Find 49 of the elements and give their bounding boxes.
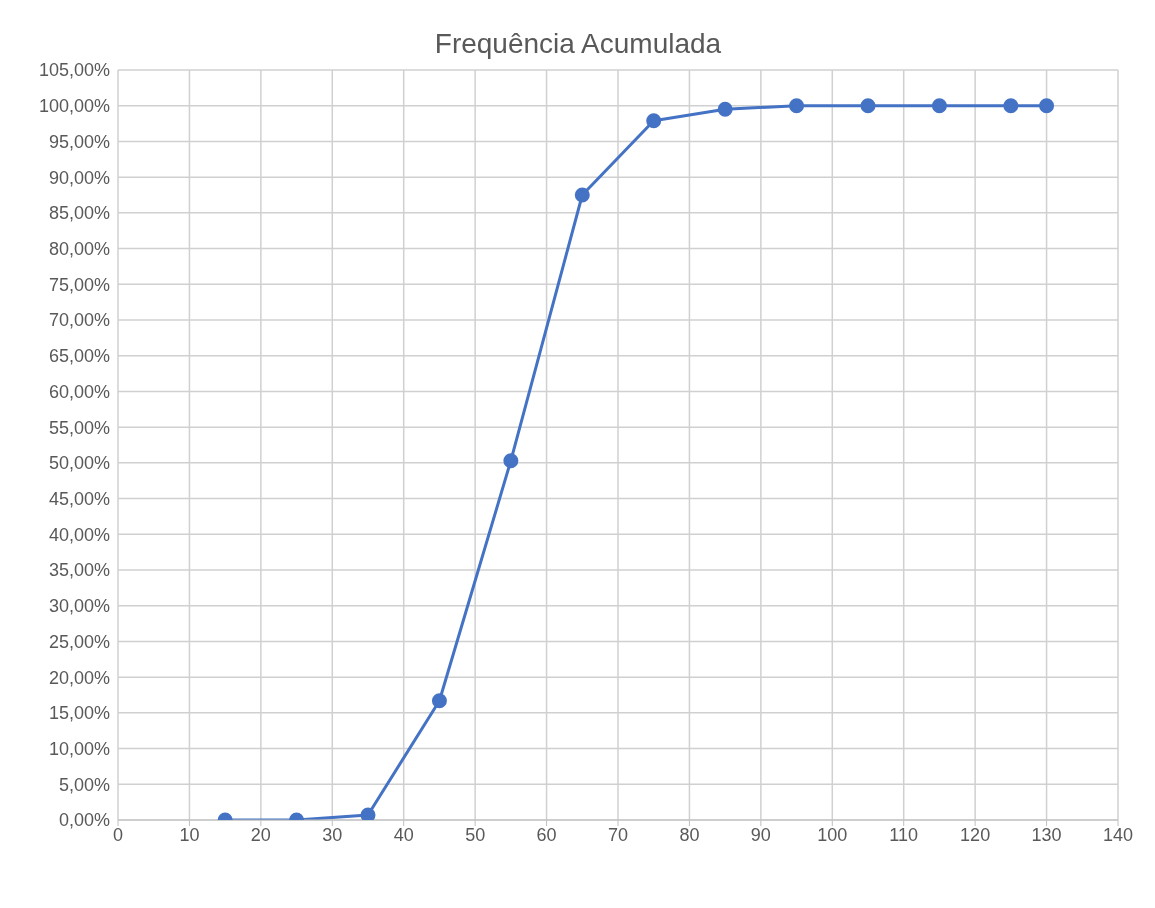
x-tick-label: 90 bbox=[750, 824, 771, 845]
y-tick-label: 10,00% bbox=[48, 738, 110, 759]
x-tick-label: 100 bbox=[817, 824, 848, 845]
x-tick-label: 10 bbox=[179, 824, 200, 845]
y-tick-label: 50,00% bbox=[48, 453, 110, 474]
x-tick-label: 80 bbox=[679, 824, 700, 845]
point bbox=[1039, 98, 1055, 114]
point bbox=[503, 453, 519, 469]
point bbox=[931, 98, 947, 114]
point bbox=[574, 187, 590, 203]
x-tick-label: 50 bbox=[465, 824, 486, 845]
x-tick-label: 30 bbox=[322, 824, 343, 845]
x-tick-label: 110 bbox=[889, 824, 919, 845]
point bbox=[1003, 98, 1019, 114]
y-tick-label: 90,00% bbox=[48, 167, 110, 188]
point bbox=[860, 98, 876, 114]
x-tick-label: 70 bbox=[607, 824, 629, 845]
y-tick-label: 105,00% bbox=[38, 60, 110, 81]
x-tick-label: 60 bbox=[536, 824, 557, 845]
point bbox=[789, 98, 805, 114]
y-tick-label: 75,00% bbox=[48, 274, 110, 295]
y-tick-label: 95,00% bbox=[48, 131, 110, 152]
point bbox=[646, 113, 662, 129]
y-tick-label: 85,00% bbox=[48, 203, 110, 224]
chart-title: Frequência Acumulada bbox=[433, 27, 723, 60]
y-tick-label: 25,00% bbox=[48, 631, 110, 652]
y-tick-label: 80,00% bbox=[48, 238, 110, 259]
y-tick-label: 45,00% bbox=[48, 488, 110, 509]
y-tick-label: 100,00% bbox=[38, 96, 110, 117]
y-tick-label: 5,00% bbox=[58, 774, 110, 795]
point bbox=[431, 693, 447, 709]
y-tick-label: 40,00% bbox=[48, 524, 110, 545]
point bbox=[717, 101, 733, 117]
y-tick-label: 60,00% bbox=[48, 381, 110, 402]
point bbox=[360, 807, 376, 820]
y-tick-label: 70,00% bbox=[48, 310, 110, 331]
y-tick-label: 30,00% bbox=[48, 596, 110, 617]
y-tick-label: 20,00% bbox=[48, 667, 110, 688]
x-tick-label: 120 bbox=[960, 824, 991, 845]
x-tick-label: 140 bbox=[1102, 824, 1134, 845]
x-tick-label: 130 bbox=[1031, 824, 1062, 845]
y-tick-label: 0,00% bbox=[58, 810, 110, 831]
y-tick-label: 55,00% bbox=[48, 417, 110, 438]
y-tick-label: 35,00% bbox=[48, 560, 110, 581]
y-tick-label: 15,00% bbox=[48, 703, 110, 724]
x-tick-label: 0 bbox=[112, 824, 124, 845]
x-tick-label: 20 bbox=[250, 824, 271, 845]
x-tick-label: 40 bbox=[393, 824, 414, 845]
y-tick-label: 65,00% bbox=[48, 346, 110, 367]
